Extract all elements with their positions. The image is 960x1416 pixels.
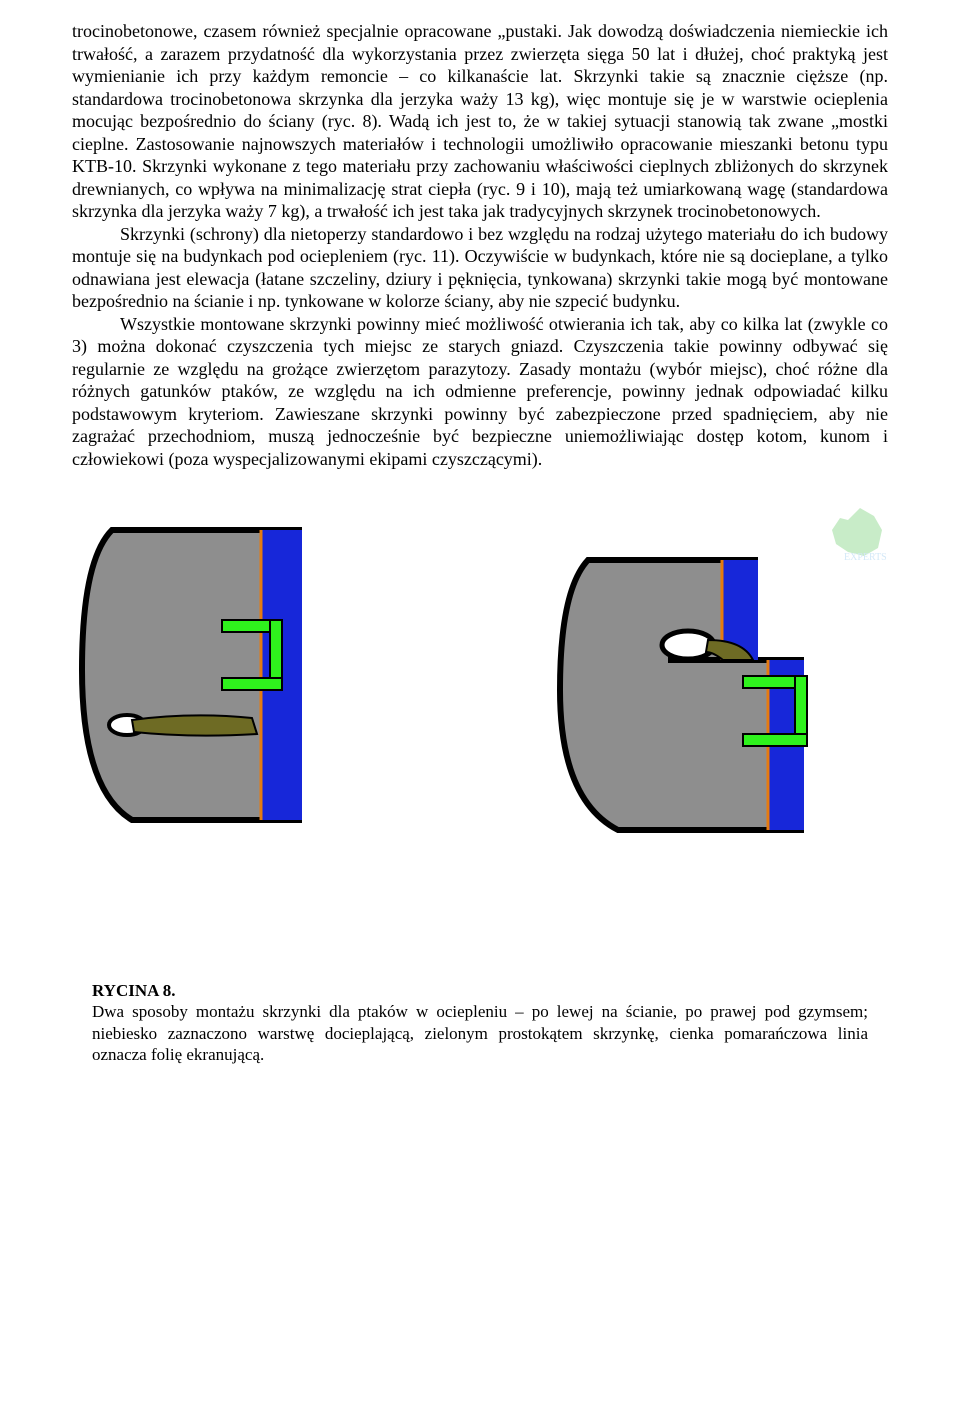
figure-row: EXPERTS xyxy=(72,500,888,840)
svg-text:EXPERTS: EXPERTS xyxy=(844,552,887,563)
paragraph-2: Skrzynki (schrony) dla nietoperzy standa… xyxy=(72,223,888,313)
paragraph-3: Wszystkie montowane skrzynki powinny mie… xyxy=(72,313,888,471)
watermark-leaf-icon: EXPERTS xyxy=(832,508,887,563)
paragraph-1-continuation: trocinobetonowe, czasem również specjaln… xyxy=(72,20,888,223)
figure-right: EXPERTS xyxy=(548,500,888,840)
figure-caption: RYCINA 8. Dwa sposoby montażu skrzynki d… xyxy=(72,980,888,1065)
caption-text: Dwa sposoby montażu skrzynki dla ptaków … xyxy=(92,1001,868,1065)
figure-left-svg xyxy=(72,500,412,840)
figure-left xyxy=(72,500,412,840)
figure-right-svg: EXPERTS xyxy=(548,500,888,840)
caption-title: RYCINA 8. xyxy=(92,980,868,1001)
bird-icon xyxy=(109,715,257,736)
page: trocinobetonowe, czasem również specjaln… xyxy=(0,0,960,1416)
